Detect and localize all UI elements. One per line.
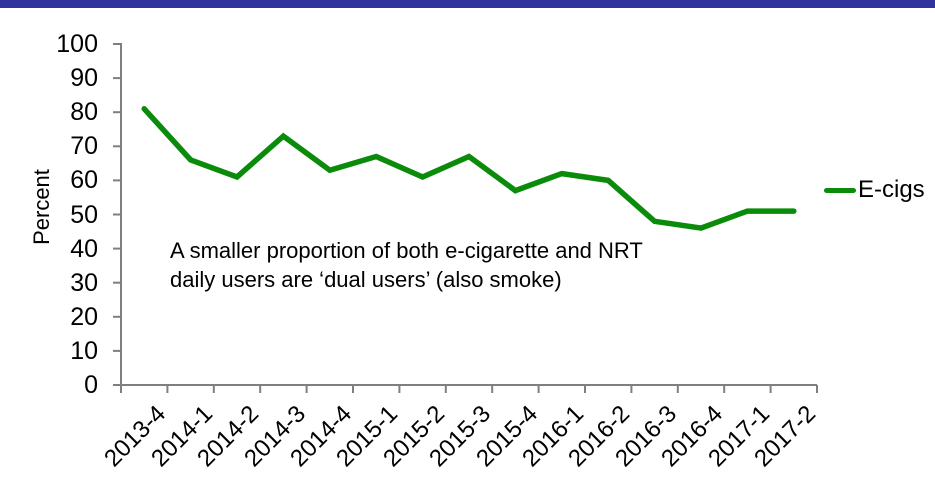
y-axis-tick-label: 20 xyxy=(70,302,98,331)
y-axis-tick-label: 40 xyxy=(70,234,98,263)
y-axis-tick-label: 80 xyxy=(70,98,98,127)
legend-series-label: E-cigs xyxy=(858,176,925,203)
ecigs-series-line xyxy=(141,106,797,231)
y-axis-tick-label: 60 xyxy=(70,166,98,195)
axis-lines xyxy=(120,43,817,386)
top-accent-bar xyxy=(0,0,935,8)
y-axis-tick-label: 0 xyxy=(84,371,98,399)
chart-annotation: A smaller proportion of both e-cigarette… xyxy=(170,236,643,294)
legend-line-marker xyxy=(824,187,856,193)
annotation-line-1: A smaller proportion of both e-cigarette… xyxy=(170,238,643,263)
legend: E-cigs xyxy=(824,177,925,203)
y-axis-tick-label: 90 xyxy=(70,64,98,93)
annotation-line-2: daily users are ‘dual users’ (also smoke… xyxy=(170,267,562,292)
y-axis-tick-label: 10 xyxy=(70,336,98,365)
y-axis-tick-label: 100 xyxy=(56,30,98,58)
y-axis-tick-label: 70 xyxy=(70,132,98,161)
y-axis-title: Percent xyxy=(29,169,54,245)
y-axis-tick-label: 30 xyxy=(70,268,98,297)
y-axis-tick-label: 50 xyxy=(70,200,98,229)
